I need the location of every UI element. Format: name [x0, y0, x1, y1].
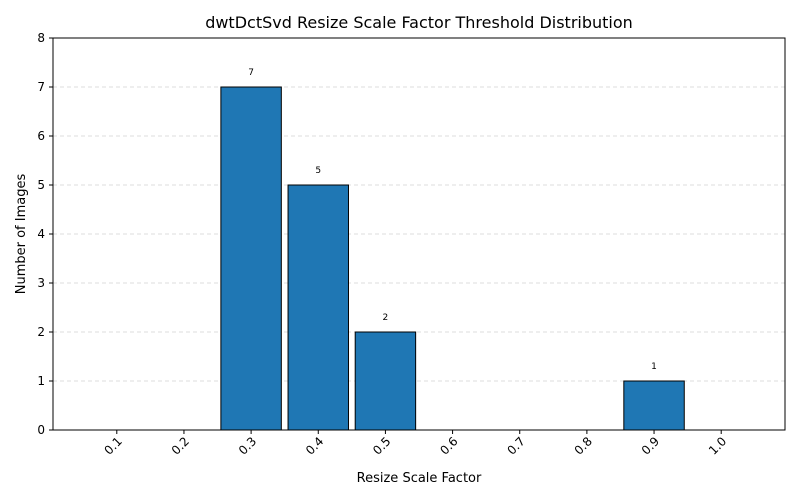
bar: [623, 380, 685, 431]
x-axis: 0.1 0.2 0.3 0.4 0.5 0.6 0.7 0.8 0.9 1.0: [102, 430, 729, 458]
y-tick-label: 3: [37, 276, 45, 290]
data-label: 5: [315, 166, 321, 176]
y-tick-label: 0: [37, 423, 45, 437]
bars: [220, 86, 685, 431]
y-tick-label: 6: [37, 129, 45, 143]
x-tick-label: 1.0: [706, 434, 729, 457]
y-tick-label: 2: [37, 325, 45, 339]
chart-title: dwtDctSvd Resize Scale Factor Threshold …: [205, 13, 633, 32]
bar: [354, 331, 417, 431]
y-tick-label: 7: [37, 80, 45, 94]
data-label: 7: [248, 68, 254, 78]
y-tick-label: 4: [37, 227, 45, 241]
data-label: 2: [383, 313, 389, 323]
bar: [220, 86, 282, 431]
x-axis-label: Resize Scale Factor: [357, 471, 482, 486]
y-tick-label: 1: [37, 374, 45, 388]
x-tick-label: 0.1: [102, 434, 125, 457]
x-tick-label: 0.9: [639, 434, 662, 457]
x-tick-label: 0.8: [572, 434, 595, 457]
x-tick-label: 0.7: [504, 434, 527, 457]
x-tick-label: 0.5: [370, 434, 393, 457]
y-axis-label: Number of Images: [14, 174, 29, 295]
data-label: 1: [651, 362, 657, 372]
x-tick-label: 0.6: [437, 434, 460, 457]
data-labels: 7 5 2 1: [248, 68, 657, 372]
y-tick-label: 5: [37, 178, 45, 192]
y-axis: 0 1 2 3 4 5 6 7 8: [37, 31, 53, 437]
bar: [287, 184, 349, 431]
x-tick-label: 0.3: [236, 434, 259, 457]
y-tick-label: 8: [37, 31, 45, 45]
grid-lines: [53, 86, 785, 382]
x-tick-label: 0.4: [303, 434, 326, 457]
x-tick-label: 0.2: [169, 434, 192, 457]
